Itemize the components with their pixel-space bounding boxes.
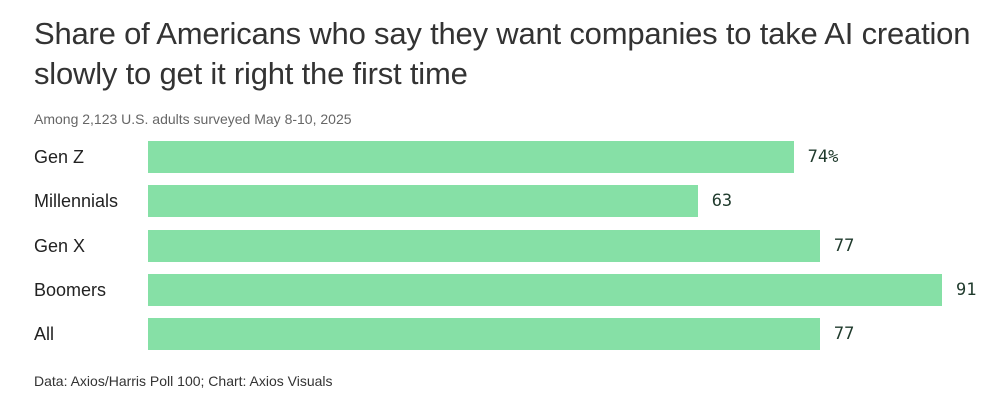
- chart-title: Share of Americans who say they want com…: [34, 16, 971, 91]
- value-label-gen-z: 74%: [807, 147, 839, 167]
- value-label-millennials: 63: [711, 191, 733, 212]
- category-label-gen-x: Gen X: [34, 235, 86, 256]
- bar-all: [148, 318, 820, 351]
- value-label-gen-x: 77: [833, 235, 855, 256]
- value-label-boomers: 91: [956, 279, 977, 300]
- source-note: Data: Axios/Harris Poll 100; Chart: Axio…: [34, 373, 333, 389]
- bar-gen-z: [148, 141, 794, 173]
- category-label-all: All: [34, 324, 55, 345]
- category-label-millennials: Millennials: [34, 191, 119, 212]
- chart-subtitle: Among 2,123 U.S. adults surveyed May 8-1…: [34, 111, 352, 127]
- bar-gen-x: [148, 229, 820, 262]
- category-label-gen-z: Gen Z: [34, 147, 85, 167]
- bar-millennials: [148, 185, 698, 218]
- bar-chart: Gen Z 74% Millennials 63 Gen X 77 Boomers 91 All…: [0, 135, 1000, 360]
- value-label-all: 77: [833, 324, 855, 345]
- category-label-boomers: Boomers: [34, 279, 107, 300]
- bar-boomers: [148, 273, 942, 306]
